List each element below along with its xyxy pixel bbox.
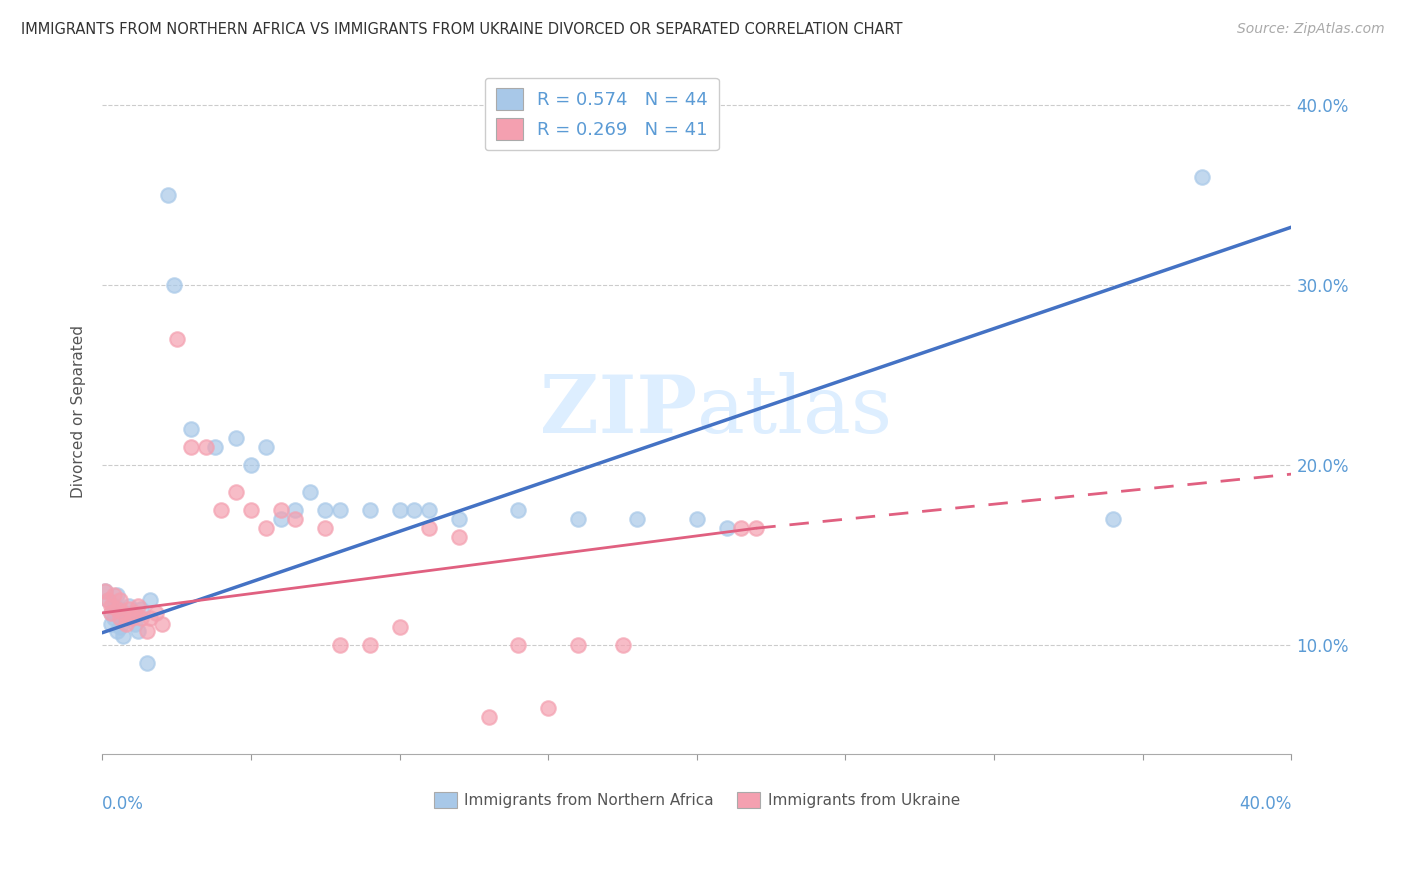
- Point: [239, 458, 262, 472]
- Point: [209, 503, 232, 517]
- Point: [156, 187, 179, 202]
- Point: [447, 512, 470, 526]
- Point: [145, 606, 167, 620]
- Point: [329, 503, 352, 517]
- Point: [100, 606, 122, 620]
- Point: [508, 503, 530, 517]
- Point: [204, 440, 226, 454]
- Point: [105, 624, 128, 638]
- Point: [162, 277, 184, 292]
- Point: [329, 638, 352, 652]
- Point: [127, 624, 149, 638]
- Point: [108, 593, 131, 607]
- Text: 0.0%: 0.0%: [103, 795, 143, 813]
- Point: [103, 599, 125, 613]
- Point: [537, 701, 560, 715]
- Point: [127, 599, 149, 613]
- Point: [105, 602, 128, 616]
- Point: [270, 503, 292, 517]
- Legend: Immigrants from Northern Africa, Immigrants from Ukraine: Immigrants from Northern Africa, Immigra…: [427, 786, 966, 814]
- Point: [1191, 169, 1213, 184]
- Point: [567, 512, 589, 526]
- Text: Source: ZipAtlas.com: Source: ZipAtlas.com: [1237, 22, 1385, 37]
- Point: [508, 638, 530, 652]
- Point: [115, 611, 138, 625]
- Point: [567, 638, 589, 652]
- Point: [284, 512, 307, 526]
- Point: [359, 503, 381, 517]
- Point: [108, 602, 131, 616]
- Point: [314, 503, 336, 517]
- Text: IMMIGRANTS FROM NORTHERN AFRICA VS IMMIGRANTS FROM UKRAINE DIVORCED OR SEPARATED: IMMIGRANTS FROM NORTHERN AFRICA VS IMMIG…: [21, 22, 903, 37]
- Point: [111, 606, 134, 620]
- Point: [100, 606, 122, 620]
- Point: [359, 638, 381, 652]
- Point: [108, 611, 131, 625]
- Point: [97, 593, 120, 607]
- Point: [418, 503, 440, 517]
- Point: [103, 611, 125, 625]
- Point: [284, 503, 307, 517]
- Point: [108, 620, 131, 634]
- Point: [180, 440, 202, 454]
- Point: [115, 616, 138, 631]
- Point: [716, 521, 738, 535]
- Point: [195, 440, 218, 454]
- Point: [612, 638, 634, 652]
- Point: [314, 521, 336, 535]
- Point: [121, 611, 143, 625]
- Point: [447, 530, 470, 544]
- Y-axis label: Divorced or Separated: Divorced or Separated: [72, 325, 86, 498]
- Point: [135, 657, 157, 671]
- Point: [139, 593, 162, 607]
- Point: [225, 431, 247, 445]
- Point: [686, 512, 709, 526]
- Point: [1102, 512, 1125, 526]
- Point: [118, 599, 141, 613]
- Point: [478, 710, 501, 724]
- Point: [100, 599, 122, 613]
- Text: ZIP: ZIP: [540, 372, 697, 450]
- Point: [129, 611, 152, 625]
- Point: [139, 611, 162, 625]
- Point: [626, 512, 648, 526]
- Point: [111, 606, 134, 620]
- Point: [270, 512, 292, 526]
- Point: [166, 332, 188, 346]
- Point: [97, 593, 120, 607]
- Point: [103, 588, 125, 602]
- Point: [100, 616, 122, 631]
- Text: atlas: atlas: [697, 372, 891, 450]
- Point: [105, 588, 128, 602]
- Point: [730, 521, 752, 535]
- Point: [94, 584, 117, 599]
- Point: [404, 503, 426, 517]
- Point: [225, 485, 247, 500]
- Point: [124, 616, 146, 631]
- Point: [121, 606, 143, 620]
- Point: [254, 521, 277, 535]
- Text: 40.0%: 40.0%: [1239, 795, 1292, 813]
- Point: [124, 606, 146, 620]
- Point: [94, 584, 117, 599]
- Point: [745, 521, 768, 535]
- Point: [180, 422, 202, 436]
- Point: [129, 602, 152, 616]
- Point: [299, 485, 322, 500]
- Point: [111, 629, 134, 643]
- Point: [150, 616, 173, 631]
- Point: [118, 602, 141, 616]
- Point: [388, 503, 411, 517]
- Point: [388, 620, 411, 634]
- Point: [135, 624, 157, 638]
- Point: [254, 440, 277, 454]
- Point: [418, 521, 440, 535]
- Point: [239, 503, 262, 517]
